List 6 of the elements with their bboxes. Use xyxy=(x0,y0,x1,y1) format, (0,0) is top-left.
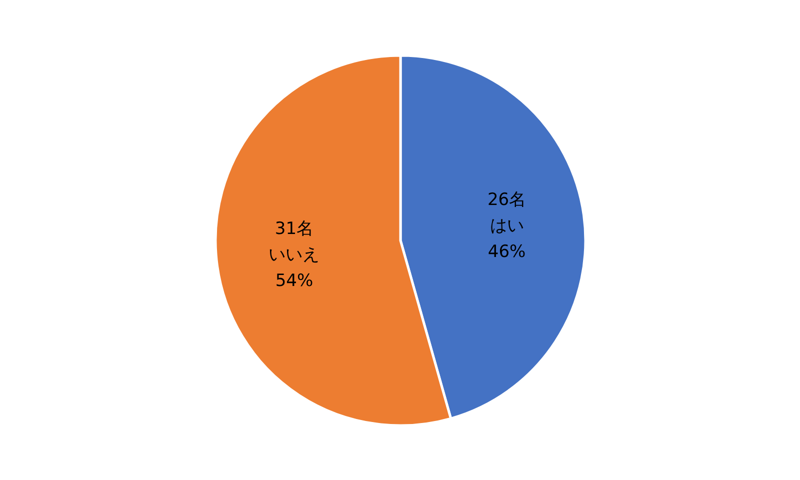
slice-label: いいえ xyxy=(268,245,320,266)
text: 46% xyxy=(488,242,526,262)
data-label: 31名 xyxy=(274,219,314,240)
text: 54% xyxy=(275,271,314,292)
slice-label: はい xyxy=(490,216,524,236)
data-label: 26名 xyxy=(487,190,526,210)
